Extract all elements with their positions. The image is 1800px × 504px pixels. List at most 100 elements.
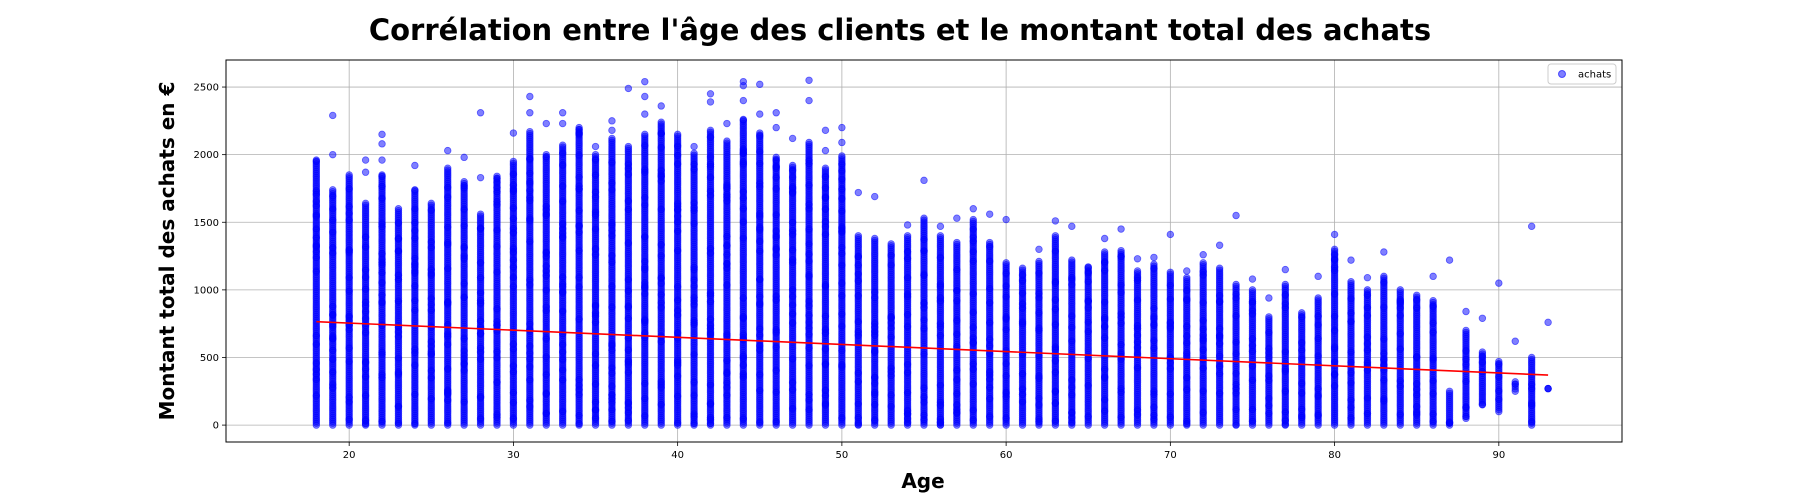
scatter-point	[657, 170, 665, 178]
scatter-point	[673, 160, 682, 168]
scatter-point	[329, 302, 337, 311]
scatter-point	[542, 409, 550, 417]
scatter-point	[509, 345, 518, 353]
scatter-point	[756, 276, 764, 284]
scatter-point	[723, 119, 731, 128]
scatter-point	[394, 235, 403, 243]
scatter-point	[476, 224, 485, 233]
scatter-point	[509, 187, 518, 195]
scatter-point	[509, 170, 518, 178]
scatter-point	[591, 405, 600, 414]
scatter-point	[706, 153, 715, 161]
scatter-point	[542, 306, 550, 315]
scatter-point	[526, 109, 534, 117]
scatter-point	[739, 361, 748, 369]
scatter-point	[673, 296, 682, 304]
scatter-point	[756, 346, 764, 354]
data-points	[312, 76, 1552, 429]
scatter-point	[575, 283, 583, 291]
scatter-point	[394, 297, 403, 305]
scatter-point	[739, 96, 748, 105]
scatter-point	[608, 340, 616, 348]
scatter-point	[706, 126, 715, 135]
scatter-point	[444, 240, 452, 249]
scatter-point	[526, 127, 534, 136]
scatter-point	[329, 150, 337, 159]
scatter-point	[591, 380, 600, 388]
scatter-point	[591, 309, 600, 317]
scatter-point	[641, 130, 649, 139]
scatter-point	[509, 282, 518, 291]
scatter-point	[345, 246, 353, 254]
scatter-point	[558, 366, 567, 374]
scatter-point	[591, 188, 600, 196]
scatter-point	[657, 290, 665, 299]
scatter-point	[788, 218, 797, 227]
scatter-point	[493, 226, 501, 234]
scatter-point	[460, 153, 468, 162]
scatter-point	[558, 161, 567, 169]
scatter-point	[312, 242, 321, 251]
scatter-point	[361, 199, 370, 208]
scatter-point	[690, 378, 698, 386]
scatter-point	[657, 303, 665, 312]
scatter-point	[509, 398, 518, 407]
scatter-point	[558, 149, 567, 157]
scatter-point	[542, 153, 550, 161]
scatter-point	[444, 330, 452, 338]
scatter-point	[624, 314, 633, 323]
scatter-point	[772, 329, 780, 337]
scatter-point	[756, 110, 764, 118]
scatter-point	[476, 109, 485, 117]
scatter-point	[739, 188, 748, 196]
scatter-point	[591, 245, 600, 253]
scatter-point	[411, 361, 419, 369]
scatter-point	[476, 274, 485, 282]
scatter-point	[756, 325, 764, 333]
scatter-point	[476, 173, 485, 182]
scatter-point	[673, 372, 682, 380]
scatter-point	[493, 348, 501, 356]
scatter-point	[723, 250, 731, 259]
scatter-point	[608, 258, 616, 266]
scatter-point	[657, 378, 665, 386]
scatter-point	[460, 293, 468, 301]
scatter-point	[591, 414, 600, 422]
scatter-point	[739, 373, 748, 381]
scatter-point	[788, 246, 797, 254]
scatter-point	[526, 169, 534, 177]
scatter-point	[493, 354, 501, 362]
scatter-point	[575, 126, 583, 134]
scatter-point	[575, 185, 583, 193]
scatter-point	[558, 355, 567, 364]
scatter-point	[493, 268, 501, 276]
scatter-point	[345, 185, 353, 193]
scatter-point	[493, 378, 501, 387]
scatter-point	[756, 247, 764, 255]
scatter-point	[378, 373, 386, 382]
scatter-point	[509, 256, 518, 264]
scatter-point	[427, 199, 435, 208]
scatter-point	[575, 420, 583, 428]
scatter-point	[558, 141, 567, 149]
scatter-point	[788, 301, 797, 309]
scatter-point	[624, 164, 633, 173]
scatter-point	[624, 368, 633, 377]
scatter-point	[558, 340, 567, 349]
scatter-point	[739, 204, 748, 213]
scatter-point	[788, 319, 797, 327]
scatter-point	[690, 142, 698, 151]
scatter-point	[345, 313, 353, 322]
scatter-point	[772, 227, 780, 235]
scatter-point	[312, 190, 321, 198]
scatter-point	[591, 361, 600, 370]
scatter-point	[706, 399, 715, 408]
scatter-point	[476, 259, 485, 267]
scatter-point	[641, 379, 649, 388]
scatter-point	[312, 212, 321, 221]
scatter-point	[444, 396, 452, 404]
scatter-point	[690, 419, 698, 428]
scatter-point	[706, 329, 715, 337]
scatter-point	[706, 133, 715, 141]
scatter-point	[558, 109, 567, 117]
